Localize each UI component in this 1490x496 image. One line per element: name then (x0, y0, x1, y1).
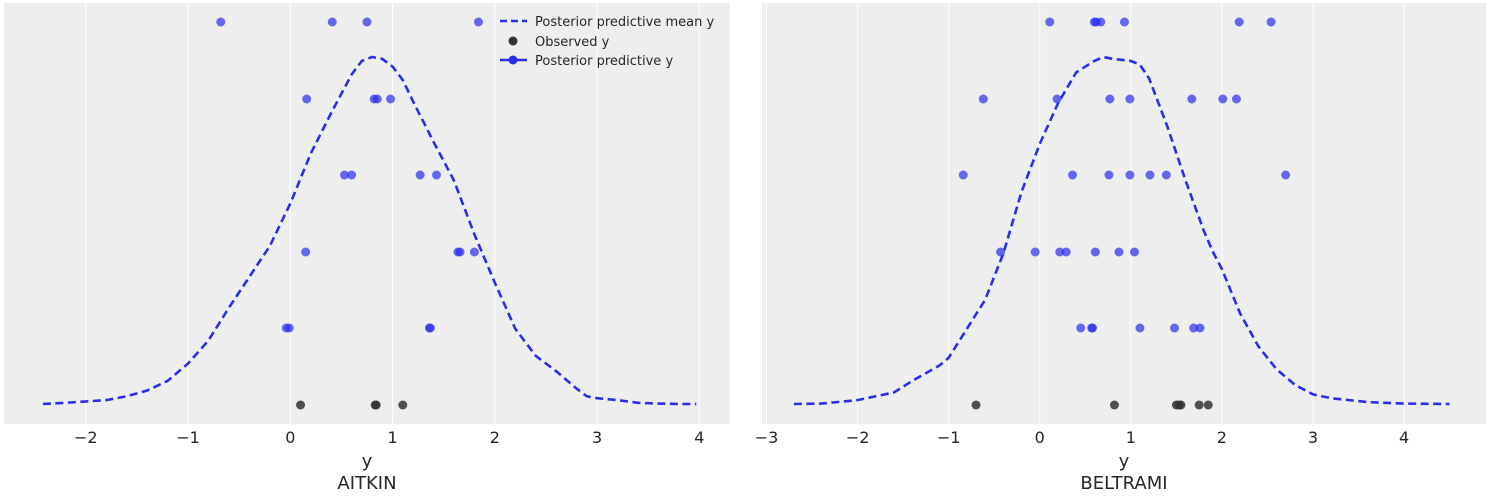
predictive-point (469, 247, 479, 257)
grid-lines (766, 3, 1405, 424)
predictive-point (1145, 170, 1155, 180)
plot-area (762, 3, 1486, 424)
predictive-point (1088, 323, 1098, 333)
x-tick-label: 0 (285, 428, 295, 447)
predictive-point (1161, 170, 1171, 180)
observed-point (1109, 400, 1119, 410)
x-tick-label: 1 (387, 428, 397, 447)
chart-panel-beltrami: −3 −2 −1 0 1 2 3 4 y BELTRAMI (755, 3, 1486, 494)
predictive-point (362, 17, 372, 27)
predictive-point (1061, 247, 1071, 257)
x-tick-label: 2 (490, 428, 500, 447)
predictive-point (1055, 247, 1065, 257)
observed-point (1194, 400, 1204, 410)
predictive-point (1096, 17, 1106, 27)
x-axis-label: y (1119, 451, 1130, 472)
panel-title: BELTRAMI (1080, 473, 1167, 494)
predictive-point (1090, 247, 1100, 257)
predictive-point (1281, 170, 1291, 180)
predictive-point (1125, 170, 1135, 180)
observed-point (398, 400, 408, 410)
legend: Posterior predictive mean y Observed y P… (500, 15, 714, 69)
mean-curve-line (793, 55, 1450, 406)
legend-label-predictive: Posterior predictive y (535, 54, 673, 69)
legend-swatch-observed (508, 36, 518, 46)
predictive-point (978, 94, 988, 104)
legend-swatch-predictive-marker (508, 55, 518, 65)
predictive-point (1195, 323, 1205, 333)
predictive-point (372, 94, 382, 104)
predictive-point (1189, 323, 1199, 333)
mean-curve (42, 55, 697, 406)
predictive-point (1266, 17, 1276, 27)
x-tick-label: 1 (1126, 428, 1136, 447)
x-tick-label: 3 (592, 428, 602, 447)
x-tick-label: −2 (74, 428, 98, 447)
predictive-point (1218, 94, 1228, 104)
observed-point (971, 400, 981, 410)
predictive-point (347, 170, 357, 180)
predictive-point (340, 170, 350, 180)
predictive-point (301, 247, 311, 257)
x-tick-label: 4 (694, 428, 704, 447)
predictive-point (302, 94, 312, 104)
data-points (216, 17, 483, 410)
observed-point (1203, 400, 1213, 410)
predictive-point (432, 170, 442, 180)
predictive-point (216, 17, 226, 27)
mean-curve-line (42, 55, 697, 406)
predictive-point (415, 170, 425, 180)
predictive-point (1129, 247, 1139, 257)
legend-label-mean: Posterior predictive mean y (535, 15, 714, 30)
predictive-point (1135, 323, 1145, 333)
predictive-point (1076, 323, 1086, 333)
predictive-point (958, 170, 968, 180)
predictive-point (284, 323, 294, 333)
predictive-point (1068, 170, 1078, 180)
predictive-point (473, 17, 483, 27)
x-tick-label: 0 (1035, 428, 1045, 447)
chart-panel-aitkin: −2 −1 0 1 2 3 4 y AITKIN Posterior predictive … (4, 3, 730, 494)
predictive-point (327, 17, 337, 27)
observed-point (1176, 400, 1186, 410)
x-tick-label: 4 (1399, 428, 1409, 447)
predictive-point (1045, 17, 1055, 27)
predictive-point (1030, 247, 1040, 257)
predictive-point (1119, 17, 1129, 27)
x-ticks: −2 −1 0 1 2 3 4 (74, 428, 704, 447)
legend-label-observed: Observed y (535, 35, 610, 50)
x-tick-label: −3 (755, 428, 779, 447)
predictive-point (386, 94, 396, 104)
predictive-point (455, 247, 465, 257)
predictive-point (425, 323, 435, 333)
predictive-point (1052, 94, 1062, 104)
panel-title: AITKIN (337, 473, 396, 494)
predictive-point (1170, 323, 1180, 333)
observed-point (371, 400, 381, 410)
predictive-point (1104, 170, 1114, 180)
mean-curve (793, 55, 1450, 406)
observed-point (296, 400, 306, 410)
x-tick-label: −1 (176, 428, 200, 447)
data-points (958, 17, 1291, 410)
x-axis-label: y (362, 451, 373, 472)
predictive-point (1105, 94, 1115, 104)
predictive-point (1125, 94, 1135, 104)
x-ticks: −3 −2 −1 0 1 2 3 4 (755, 428, 1409, 447)
predictive-point (1231, 94, 1241, 104)
x-tick-label: −1 (937, 428, 961, 447)
predictive-point (1187, 94, 1197, 104)
grid-lines (85, 3, 700, 424)
predictive-point (1114, 247, 1124, 257)
predictive-point (1234, 17, 1244, 27)
x-tick-label: 2 (1217, 428, 1227, 447)
x-tick-label: 3 (1308, 428, 1318, 447)
predictive-point (996, 247, 1006, 257)
x-tick-label: −2 (846, 428, 870, 447)
plot-area (4, 3, 730, 424)
